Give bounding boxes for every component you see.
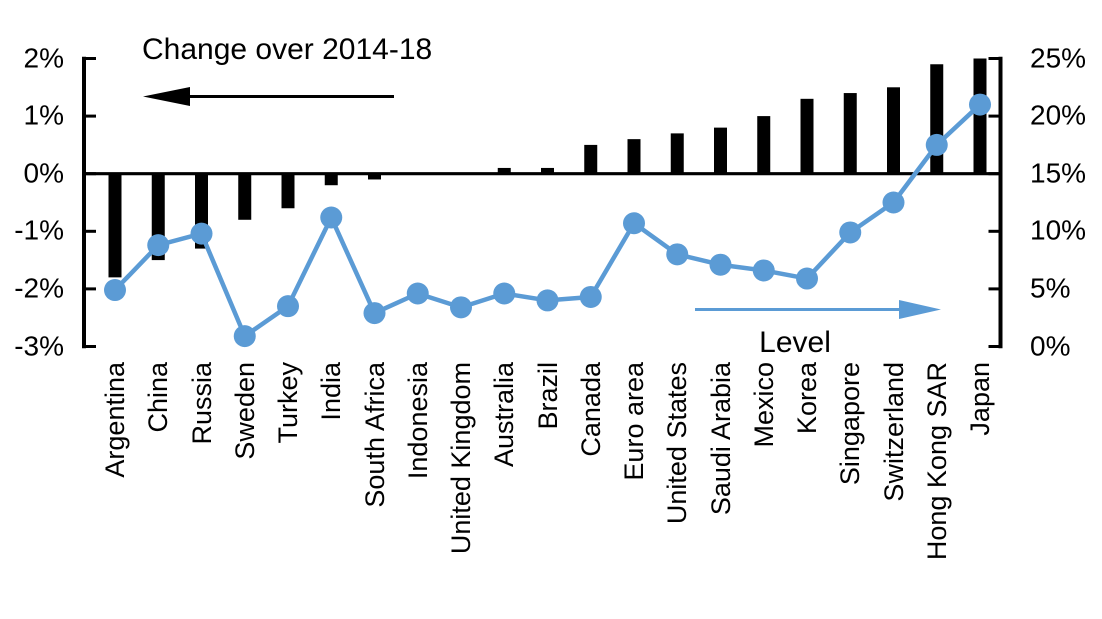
dot-saudi-arabia [709,253,732,276]
left-axis-tick-label: -1% [14,214,64,246]
x-label-united-kingdom: United Kingdom [446,362,476,555]
right-axis-tick-label: 25% [1030,41,1087,73]
bar-australia [497,167,511,174]
bar-sweden [238,173,252,220]
dot-canada [579,285,602,308]
x-label-indonesia: Indonesia [402,362,433,480]
right-axis-tick-label: 15% [1030,157,1087,189]
x-label-mexico: Mexico [748,362,779,448]
dot-australia [493,282,516,305]
x-label-south-africa: South Africa [359,362,390,508]
left-axis-tick-label: 0% [23,157,64,189]
dot-turkey [277,295,299,318]
x-label-switzerland: Switzerland [878,362,909,502]
bars-series-title: Change over 2014-18 [142,33,433,66]
bar-hong-kong-sar [930,64,944,174]
x-label-euro-area: Euro area [619,362,649,481]
bar-japan [973,58,987,174]
dot-russia [190,222,213,245]
left-axis-tick-label: 2% [23,41,64,73]
right-axis-tick-label: 0% [1030,329,1071,361]
x-label-united-states: United States [662,362,693,525]
bar-argentina [108,173,122,278]
right-arrowhead-icon [899,300,941,319]
bar-united-states [670,133,684,174]
left-axis-tick-label: -2% [14,272,64,304]
right-axis-tick-label: 10% [1030,214,1087,246]
line-series-title: Level [759,326,831,359]
bar-euro-area [627,139,641,174]
left-axis-tick-label: -3% [14,329,64,361]
left-axis-tick-label: 1% [23,99,64,131]
x-label-russia: Russia [186,362,217,445]
x-label-australia: Australia [489,362,520,468]
x-label-china: China [143,362,174,433]
bar-turkey [281,173,295,209]
dot-korea [796,267,818,290]
bar-saudi-arabia [714,127,727,174]
dot-china [147,234,170,257]
x-label-japan: Japan [965,362,995,436]
x-label-turkey: Turkey [273,362,303,444]
dot-south-africa [363,302,386,325]
right-axis-tick-label: 20% [1030,99,1087,131]
dot-india [320,206,343,229]
x-label-singapore: Singapore [835,362,866,486]
x-label-korea: Korea [792,362,822,435]
x-label-brazil: Brazil [532,362,563,430]
x-label-canada: Canada [575,362,606,457]
dot-united-states [666,243,689,266]
dot-sweden [233,325,256,348]
dot-singapore [839,221,862,244]
left-arrowhead-icon [143,87,190,106]
dot-united-kingdom [450,296,472,319]
x-label-india: India [316,362,347,421]
x-label-sweden: Sweden [229,362,260,460]
dot-indonesia [406,282,429,305]
bar-india [324,173,338,186]
x-label-saudi-arabia: Saudi Arabia [705,362,736,516]
bar-mexico [757,116,771,174]
x-label-hong-kong-sar: Hong Kong SAR [921,362,952,561]
dot-hong-kong-sar [925,133,948,156]
bar-switzerland [887,87,900,174]
dot-argentina [104,279,126,302]
dot-switzerland [882,191,905,214]
dot-mexico [752,259,775,282]
bar-singapore [843,93,857,174]
bar-south-africa [368,173,381,180]
dot-euro-area [623,212,645,235]
x-label-argentina: Argentina [100,362,130,478]
dot-brazil [536,289,559,312]
dot-japan [969,93,991,116]
bar-canada [584,144,598,174]
bar-korea [800,98,814,174]
right-axis-tick-label: 5% [1030,272,1071,304]
bar-brazil [541,167,554,174]
